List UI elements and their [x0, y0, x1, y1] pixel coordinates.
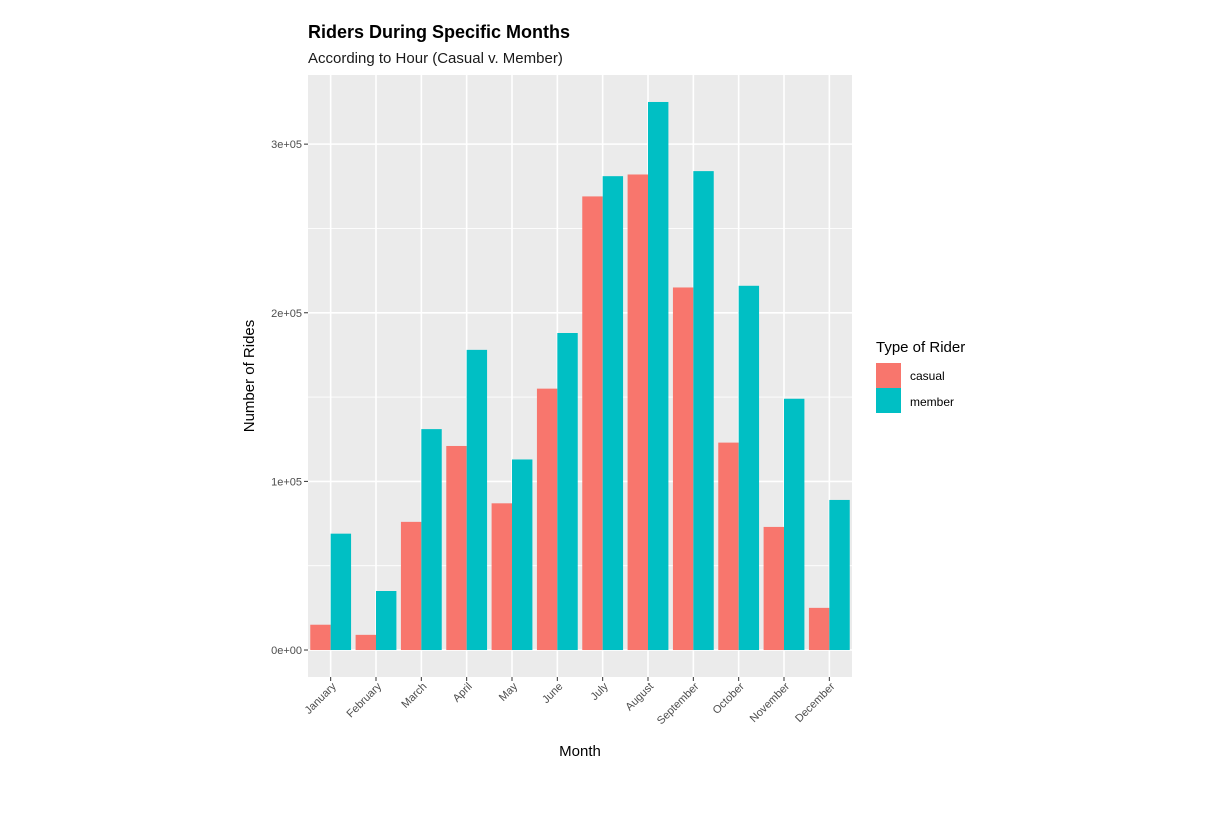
y-axis: 0e+00 1e+05 2e+05 3e+05: [271, 139, 308, 657]
bar-member: [784, 398, 805, 651]
bar-casual: [446, 445, 467, 651]
legend-label-casual: casual: [910, 369, 945, 383]
bar-member: [602, 176, 624, 651]
bar-casual: [718, 442, 739, 651]
bar-member: [738, 285, 760, 651]
y-tick-label: 1e+05: [271, 476, 302, 488]
x-tick-label: April: [451, 681, 475, 705]
bar-casual: [536, 388, 558, 651]
bar-member: [421, 429, 442, 651]
legend-key-casual: [876, 363, 901, 388]
bar-member: [330, 533, 352, 651]
bar-member: [693, 171, 714, 651]
x-tick-label: July: [588, 680, 611, 703]
bar-member: [648, 101, 669, 651]
chart-subtitle: According to Hour (Casual v. Member): [308, 50, 563, 67]
x-tick-label: June: [540, 681, 565, 706]
legend: Type of Rider casual member: [876, 339, 965, 413]
bar-casual: [310, 624, 331, 651]
bar-casual: [763, 526, 784, 651]
bar-casual: [672, 287, 694, 651]
bar-member: [512, 459, 533, 651]
bars: [310, 101, 850, 651]
bar-casual: [808, 607, 830, 651]
x-tick-label: January: [303, 680, 340, 717]
x-tick-label: October: [711, 680, 747, 716]
legend-label-member: member: [910, 395, 954, 409]
plot-panel: [308, 75, 852, 677]
y-tick-label: 2e+05: [271, 308, 302, 320]
bar-casual: [627, 174, 648, 651]
bar-member: [829, 499, 850, 651]
chart-title: Riders During Specific Months: [308, 22, 570, 42]
x-tick-label: December: [793, 680, 838, 725]
bar-member: [466, 349, 488, 651]
legend-key-member: [876, 388, 901, 413]
bar-casual: [582, 196, 603, 651]
y-tick-label: 0e+00: [271, 645, 302, 657]
x-axis-title: Month: [559, 743, 601, 760]
legend-title: Type of Rider: [876, 339, 965, 356]
bar-casual: [355, 634, 376, 651]
x-tick-label: August: [623, 681, 656, 714]
y-tick-label: 3e+05: [271, 139, 302, 151]
bar-member: [376, 591, 397, 651]
bar-casual: [491, 503, 512, 651]
y-axis-title: Number of Rides: [241, 320, 258, 433]
x-axis: January February March April May June July Augu…: [303, 677, 838, 727]
grid-minor: [308, 228, 852, 567]
bar-casual: [400, 521, 422, 651]
x-tick-label: March: [399, 681, 429, 711]
x-tick-label: February: [345, 680, 385, 720]
x-tick-label: November: [748, 680, 793, 725]
x-tick-label: May: [497, 680, 521, 704]
bar-member: [557, 333, 578, 651]
x-tick-label: September: [655, 680, 702, 727]
